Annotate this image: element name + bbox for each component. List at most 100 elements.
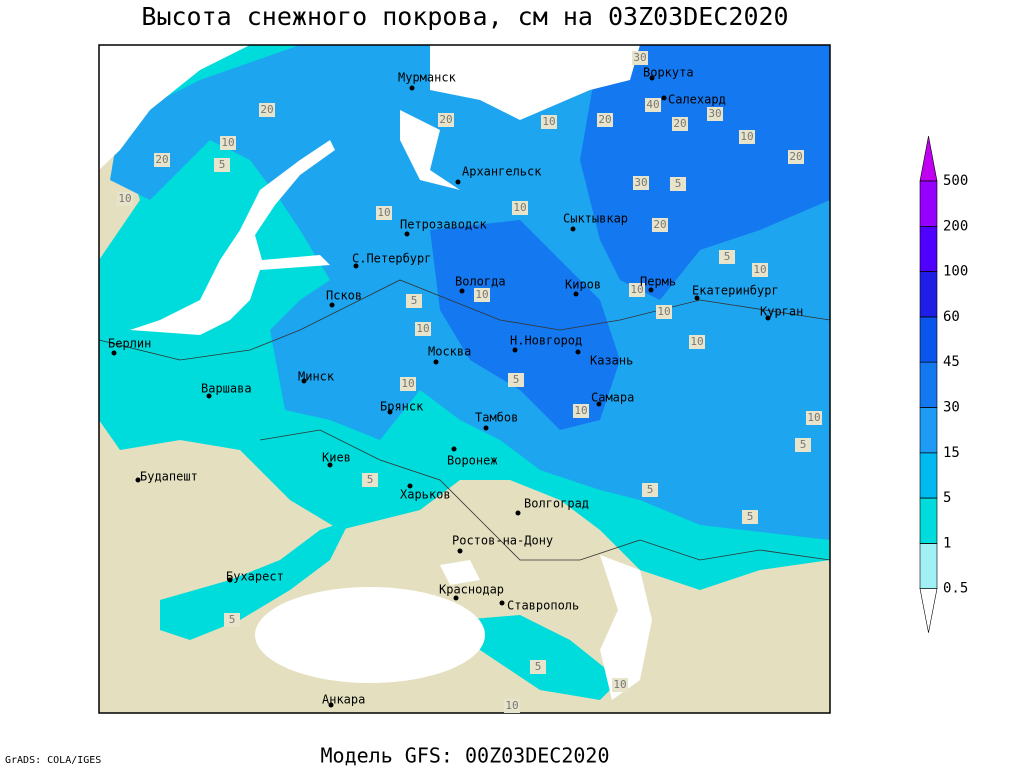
contour-label-box [645,98,661,112]
contour-label-box [415,322,431,336]
city-label: Бухарест [226,570,284,584]
colorbar-segment [919,226,938,272]
contour-label-box [633,176,649,190]
contour-label: 10 [630,283,643,296]
contour-label: 5 [367,473,374,486]
colorbar-segment [919,543,938,590]
title: Высота снежного покрова, см на 03Z03DEC2… [141,2,788,31]
city-label: С.Петербург [352,252,431,266]
contour-label-box [504,699,520,713]
sea [255,587,485,683]
contour-label: 10 [377,206,390,219]
contour-label-box [474,288,490,302]
city-label: Варшава [201,382,252,396]
colorbar-label: 500 [943,173,968,189]
city-dot [455,179,461,185]
contour-label: 10 [118,192,131,205]
city-label: Киев [322,451,351,465]
contour-label: 10 [505,699,518,712]
snow-deep [430,220,620,430]
contour-label-box [795,438,811,452]
contour-label-box [689,335,705,349]
city-label: Тамбов [475,411,518,425]
contour-label-box [672,117,688,131]
contour-label: 10 [613,678,626,691]
contour-label-box [573,404,589,418]
city-label: Самара [591,391,634,405]
contour-label-box [220,136,236,150]
contour-label: 10 [574,404,587,417]
contour-label: 5 [747,510,754,523]
city-label: Салехард [668,93,726,107]
colorbar-label: 200 [943,218,968,234]
sea [430,45,640,120]
city-label: Петрозаводск [400,218,487,232]
map [98,44,831,714]
contour-label-box [739,130,755,144]
city-label: Пермь [640,275,676,289]
contour-label-box [670,177,686,191]
snow-patch [460,615,620,700]
city-dot [327,462,333,468]
contour-label-box [224,613,240,627]
city-label: Воронеж [447,454,498,468]
city-dot [404,231,410,237]
colorbar-segment [919,497,938,544]
city-label: Будапешт [140,470,198,484]
contour-label-box [742,510,758,524]
contour-label-box [612,678,628,692]
contour-label-box [629,283,645,297]
map-frame [98,44,831,714]
city-label: Ростов-на-Дону [452,534,553,548]
contour-label: 5 [219,158,226,171]
contour-label: 20 [673,117,686,130]
city-label: Берлин [108,337,151,351]
colorbar-tip [919,135,938,182]
city-dot [648,287,654,293]
city-dot [329,302,335,308]
border [99,279,830,361]
contour-label: 10 [401,377,414,390]
contour-label: 5 [411,294,418,307]
contour-label-box [438,113,454,127]
city-label: Сыктывкар [563,212,628,226]
credit: GrADS: COLA/IGES [5,755,101,766]
city-dot [765,315,771,321]
contour-label: 5 [675,177,682,190]
contour-label-box [154,153,170,167]
city-dot [575,349,581,355]
colorbar-tip [919,588,938,633]
city-dot [135,477,141,483]
contour-label: 10 [542,115,555,128]
contour-label: 40 [646,98,659,111]
contour-label-box [117,192,133,206]
contour-label-box [214,158,230,172]
sea [600,555,652,700]
city-dot [596,401,602,407]
city-label: Вологда [455,275,506,289]
contour-label: 10 [416,322,429,335]
contour-label-box [806,411,822,425]
city-label: Ставрополь [507,599,579,613]
contour-label: 10 [807,411,820,424]
contour-label-box [541,115,557,129]
city-dot [573,291,579,297]
contour-label: 10 [221,136,234,149]
city-label: Н.Новгород [510,334,582,348]
model-label: Модель GFS: 00Z03DEC2020 [321,744,610,768]
sea [99,45,250,170]
city-dot [515,510,521,516]
city-label: Мурманск [398,71,457,85]
contour-label: 10 [690,335,703,348]
contour-label: 20 [260,103,273,116]
city-dot [457,548,463,554]
city-label: Курган [760,305,803,319]
city-label: Харьков [400,488,451,502]
city-label: Воркута [643,66,694,80]
colorbar-label: 15 [943,445,960,461]
contour-label: 10 [753,263,766,276]
city-dot [483,425,489,431]
colorbar-segment [919,316,938,363]
contour-label: 20 [439,113,452,126]
city-label: Волгоград [524,497,589,511]
